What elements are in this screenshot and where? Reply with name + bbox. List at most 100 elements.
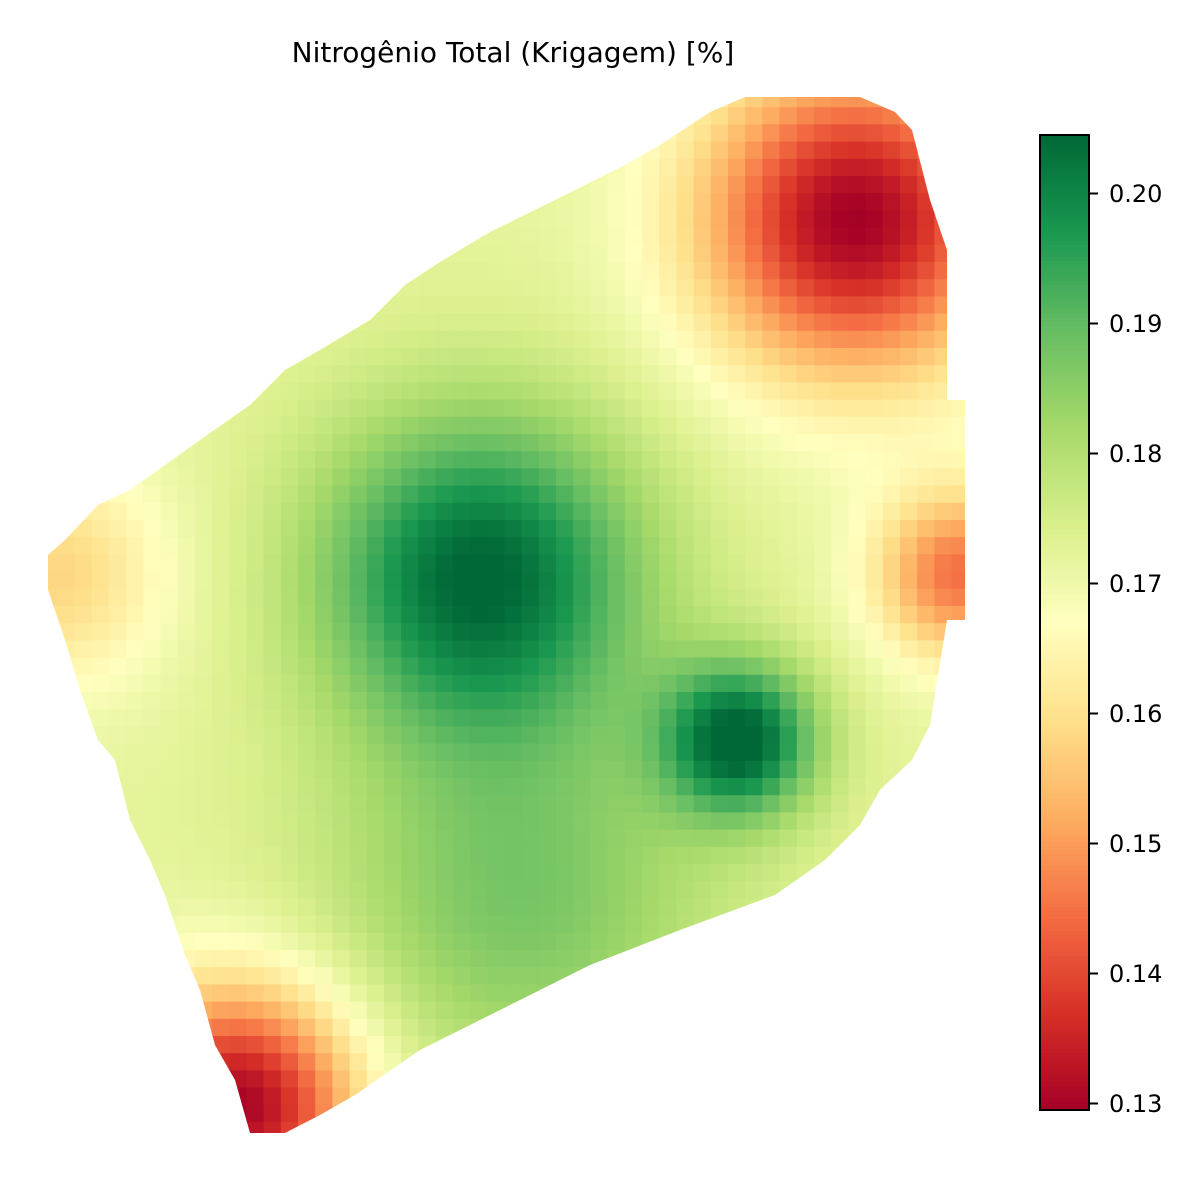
heatmap-cell	[917, 382, 935, 401]
heatmap-cell	[418, 984, 437, 1003]
heatmap-cell	[779, 158, 798, 177]
heatmap-cell	[762, 348, 781, 366]
heatmap-cell	[728, 107, 746, 125]
heatmap-cell	[521, 1070, 540, 1089]
heatmap-cell	[401, 606, 419, 624]
heatmap-cell	[779, 760, 798, 779]
heatmap-cell	[108, 1053, 127, 1071]
heatmap-cell	[177, 984, 196, 1003]
heatmap-cell	[745, 571, 763, 590]
heatmap-cell	[435, 950, 454, 968]
heatmap-cell	[796, 158, 815, 177]
heatmap-grid	[48, 97, 987, 1157]
heatmap-cell	[48, 984, 58, 1003]
heatmap-cell	[384, 864, 402, 882]
heatmap-cell	[48, 210, 58, 229]
heatmap-cell	[504, 1122, 523, 1133]
heatmap-cell	[900, 1139, 918, 1157]
heatmap-cell	[969, 916, 987, 934]
heatmap-cell	[831, 1122, 849, 1133]
heatmap-cell	[917, 434, 935, 452]
heatmap-cell	[435, 176, 454, 194]
heatmap-cell	[573, 1104, 591, 1123]
colorbar-segment	[1040, 289, 1089, 295]
heatmap-cell	[194, 1104, 213, 1123]
heatmap-cell	[280, 623, 299, 641]
heatmap-cell	[57, 244, 75, 263]
heatmap-cell	[728, 399, 746, 418]
heatmap-cell	[280, 606, 299, 624]
heatmap-cell	[951, 382, 965, 401]
heatmap-cell	[126, 399, 144, 418]
heatmap-cell	[590, 571, 609, 590]
heatmap-cell	[143, 313, 161, 332]
heatmap-cell	[470, 1070, 488, 1089]
heatmap-cell	[452, 1070, 471, 1089]
heatmap-cell	[882, 812, 901, 831]
heatmap-cell	[366, 296, 385, 315]
heatmap-cell	[796, 743, 815, 762]
heatmap-cell	[194, 950, 213, 968]
colorbar-tick-label: 0.16	[1109, 700, 1162, 728]
heatmap-cell	[676, 124, 695, 143]
heatmap-cell	[194, 864, 213, 882]
heatmap-cell	[659, 571, 677, 590]
heatmap-cell	[366, 588, 385, 607]
heatmap-cell	[194, 468, 213, 487]
colorbar-segment	[1040, 915, 1089, 920]
heatmap-cell	[384, 881, 402, 899]
heatmap-cell	[590, 1122, 609, 1133]
heatmap-cell	[332, 623, 351, 641]
heatmap-cell	[779, 262, 798, 280]
heatmap-cell	[556, 674, 574, 693]
heatmap-cell	[504, 416, 523, 435]
heatmap-cell	[814, 846, 832, 865]
heatmap-cell	[349, 588, 368, 607]
heatmap-cell	[212, 984, 230, 1003]
heatmap-cell	[951, 760, 965, 779]
heatmap-cell	[573, 296, 591, 315]
heatmap-cell	[366, 881, 385, 899]
heatmap-cell	[143, 365, 161, 383]
heatmap-cell	[48, 829, 58, 848]
heatmap-cell	[917, 795, 935, 813]
heatmap-cell	[521, 399, 540, 418]
heatmap-cell	[349, 743, 368, 762]
heatmap-cell	[418, 967, 437, 985]
heatmap-cell	[315, 829, 333, 848]
heatmap-cell	[470, 1001, 488, 1020]
colorbar-segment	[1040, 151, 1089, 156]
heatmap-cell	[298, 468, 316, 487]
heatmap-cell	[900, 795, 918, 813]
heatmap-cell	[538, 485, 557, 504]
heatmap-cell	[607, 588, 626, 607]
heatmap-cell	[246, 864, 265, 882]
colorbar-segment	[1040, 789, 1089, 794]
heatmap-cell	[91, 623, 110, 641]
heatmap-cell	[263, 296, 282, 315]
heatmap-cell	[246, 674, 265, 693]
heatmap-cell	[418, 1087, 437, 1106]
heatmap-cell	[745, 640, 763, 659]
heatmap-cell	[366, 313, 385, 332]
heatmap-cell	[418, 846, 437, 865]
heatmap-cell	[418, 760, 437, 779]
heatmap-cell	[48, 193, 58, 211]
heatmap-cell	[246, 760, 265, 779]
heatmap-cell	[796, 1087, 815, 1106]
heatmap-cell	[796, 864, 815, 882]
heatmap-cell	[470, 606, 488, 624]
heatmap-cell	[57, 588, 75, 607]
heatmap-cell	[280, 1070, 299, 1089]
heatmap-cell	[401, 623, 419, 641]
heatmap-cell	[642, 743, 660, 762]
heatmap-cell	[659, 1018, 677, 1037]
heatmap-cell	[521, 898, 540, 917]
heatmap-cell	[108, 520, 127, 538]
heatmap-cell	[934, 141, 953, 160]
heatmap-cell	[538, 554, 557, 573]
heatmap-cell	[298, 795, 316, 813]
heatmap-cell	[900, 864, 918, 882]
colorbar-segment	[1040, 431, 1089, 437]
heatmap-cell	[315, 451, 333, 469]
